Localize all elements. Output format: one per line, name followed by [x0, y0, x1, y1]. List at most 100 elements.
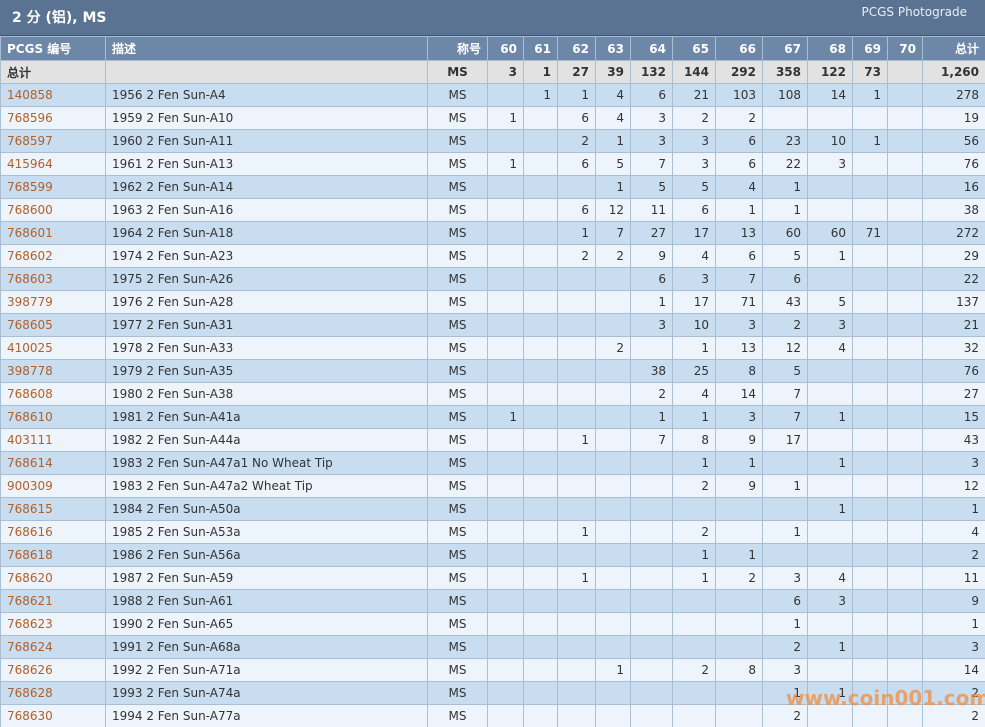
cell — [487, 129, 524, 153]
data-row: 768596 1959 2 Fen Sun-A10 MS 1 6 4 3 2 2 19 — [0, 106, 985, 130]
pcgs-number[interactable]: 403111 — [0, 428, 106, 452]
pcgs-number[interactable]: 768616 — [0, 520, 106, 544]
cell: 1993 2 Fen Sun-A74a — [105, 681, 428, 705]
cell — [487, 681, 524, 705]
cell: 7 — [630, 152, 673, 176]
pcgs-number[interactable]: 768610 — [0, 405, 106, 429]
pcgs-number[interactable]: 768628 — [0, 681, 106, 705]
cell: 7 — [762, 382, 808, 406]
cell: 6 — [630, 267, 673, 291]
cell: 1 — [807, 635, 853, 659]
cell — [487, 267, 524, 291]
cell: 6 — [762, 589, 808, 613]
cell: 4 — [922, 520, 985, 544]
pcgs-number[interactable]: 768630 — [0, 704, 106, 727]
cell: 3 — [807, 313, 853, 337]
cell: 1986 2 Fen Sun-A56a — [105, 543, 428, 567]
data-row: 768601 1964 2 Fen Sun-A18 MS 1 7 27 17 13 60 60 71… — [0, 221, 985, 245]
cell — [487, 543, 524, 567]
pcgs-number[interactable]: 768614 — [0, 451, 106, 475]
cell — [630, 474, 673, 498]
cell — [887, 612, 923, 636]
pcgs-number[interactable]: 768602 — [0, 244, 106, 268]
cell: 4 — [672, 382, 716, 406]
cell — [762, 451, 808, 475]
cell — [762, 497, 808, 521]
cell: 1963 2 Fen Sun-A16 — [105, 198, 428, 222]
cell — [523, 704, 558, 727]
pcgs-number[interactable]: 415964 — [0, 152, 106, 176]
pcgs-number[interactable]: 140858 — [0, 83, 106, 107]
cell — [557, 290, 596, 314]
cell: MS — [427, 313, 488, 337]
cell — [630, 543, 673, 567]
cell: 76 — [922, 359, 985, 383]
pcgs-number[interactable]: 768608 — [0, 382, 106, 406]
pcgs-number[interactable]: 900309 — [0, 474, 106, 498]
data-row: 415964 1961 2 Fen Sun-A13 MS 1 6 5 7 3 6 22 3 76 — [0, 152, 985, 176]
cell: 10 — [807, 129, 853, 153]
pcgs-number[interactable]: 768596 — [0, 106, 106, 130]
pcgs-number[interactable]: 768626 — [0, 658, 106, 682]
cell: 12 — [595, 198, 631, 222]
cell — [523, 658, 558, 682]
cell: 6 — [557, 198, 596, 222]
pcgs-number[interactable]: 768600 — [0, 198, 106, 222]
cell: 11 — [922, 566, 985, 590]
cell: 2 — [922, 681, 985, 705]
cell — [487, 336, 524, 360]
cell: 1 — [630, 290, 673, 314]
pcgs-number[interactable]: 768601 — [0, 221, 106, 245]
cell: MS — [427, 658, 488, 682]
cell — [887, 267, 923, 291]
cell: 1 — [487, 405, 524, 429]
cell: 1 — [762, 198, 808, 222]
cell — [630, 704, 673, 727]
cell: 2 — [715, 566, 763, 590]
pcgs-number[interactable]: 768624 — [0, 635, 106, 659]
cell — [595, 267, 631, 291]
data-row: 768628 1993 2 Fen Sun-A74a MS 1 1 2 — [0, 681, 985, 705]
cell: 3 — [630, 129, 673, 153]
data-row: 768630 1994 2 Fen Sun-A77a MS 2 2 — [0, 704, 985, 727]
cell: 1976 2 Fen Sun-A28 — [105, 290, 428, 314]
pcgs-number[interactable]: 410025 — [0, 336, 106, 360]
photograde-link[interactable]: PCGS Photograde — [861, 5, 967, 19]
cell — [523, 520, 558, 544]
cell: 1 — [487, 106, 524, 130]
pcgs-number[interactable]: 768615 — [0, 497, 106, 521]
cell: 7 — [762, 405, 808, 429]
cell: 5 — [762, 359, 808, 383]
pcgs-number[interactable]: 768623 — [0, 612, 106, 636]
pcgs-number[interactable]: 768621 — [0, 589, 106, 613]
cell — [715, 520, 763, 544]
cell — [523, 267, 558, 291]
data-row: 768603 1975 2 Fen Sun-A26 MS 6 3 7 6 22 — [0, 267, 985, 291]
cell: 16 — [922, 175, 985, 199]
cell: MS — [427, 359, 488, 383]
cell — [887, 566, 923, 590]
cell — [672, 589, 716, 613]
pcgs-number[interactable]: 768618 — [0, 543, 106, 567]
cell: MS — [427, 175, 488, 199]
pcgs-number[interactable]: 398778 — [0, 359, 106, 383]
cell: 27 — [557, 60, 596, 84]
cell: 6 — [672, 198, 716, 222]
cell: 22 — [762, 152, 808, 176]
pcgs-number[interactable]: 768620 — [0, 566, 106, 590]
data-row: 768621 1988 2 Fen Sun-A61 MS 6 3 9 — [0, 589, 985, 613]
cell — [852, 681, 888, 705]
cell — [487, 566, 524, 590]
cell — [630, 658, 673, 682]
pcgs-number[interactable]: 768597 — [0, 129, 106, 153]
cell — [523, 152, 558, 176]
pcgs-number[interactable]: 768599 — [0, 175, 106, 199]
pcgs-number[interactable]: 768603 — [0, 267, 106, 291]
cell: 3 — [630, 313, 673, 337]
cell: 8 — [715, 658, 763, 682]
cell — [487, 221, 524, 245]
cell: 15 — [922, 405, 985, 429]
pcgs-number[interactable]: 768605 — [0, 313, 106, 337]
pcgs-number[interactable]: 398779 — [0, 290, 106, 314]
